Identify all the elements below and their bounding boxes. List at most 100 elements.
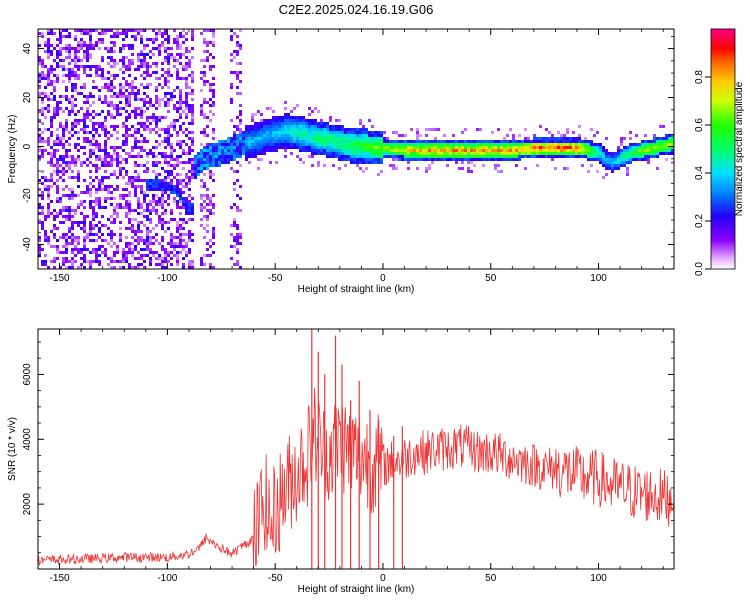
spectrogram-cell xyxy=(578,149,581,152)
spectrogram-cell xyxy=(518,134,521,137)
spectrogram-cell xyxy=(299,134,302,137)
spectrogram-cell xyxy=(44,74,47,77)
spectrogram-cell xyxy=(527,146,530,149)
spectrogram-cell xyxy=(665,158,668,161)
spectrogram-cell xyxy=(143,191,146,194)
spectrogram-cell xyxy=(239,233,242,236)
spectrogram-cell xyxy=(236,209,239,212)
spectrogram-cell xyxy=(167,71,170,74)
spectrogram-cell xyxy=(89,251,92,254)
spectrogram-cell xyxy=(83,53,86,56)
spectrogram-cell xyxy=(176,74,179,77)
spectrogram-cell xyxy=(434,146,437,149)
spectrogram-cell xyxy=(143,110,146,113)
spectrogram-cell xyxy=(272,134,275,137)
spectrogram-cell xyxy=(149,65,152,68)
spectrogram-cell xyxy=(203,41,206,44)
spectrogram-cell xyxy=(167,143,170,146)
spectrogram-cell xyxy=(179,194,182,197)
spectrogram-cell xyxy=(62,35,65,38)
spectrogram-cell xyxy=(107,176,110,179)
spectrogram-cell xyxy=(200,197,203,200)
spectrogram-cell xyxy=(62,173,65,176)
spectrogram-cell xyxy=(557,143,560,146)
spectrogram-cell xyxy=(56,185,59,188)
spectrogram-cell xyxy=(173,188,176,191)
spectrogram-cell xyxy=(83,140,86,143)
spectrogram-cell xyxy=(206,152,209,155)
spectrogram-cell xyxy=(68,242,71,245)
spectrogram-cell xyxy=(104,248,107,251)
spectrogram-cell xyxy=(80,38,83,41)
spectrogram-cell xyxy=(299,146,302,149)
spectrogram-cell xyxy=(233,236,236,239)
spectrogram-cell xyxy=(236,263,239,266)
spectrogram-cell xyxy=(200,179,203,182)
spectrogram-cell xyxy=(455,161,458,164)
spectrogram-cell xyxy=(212,146,215,149)
spectrogram-cell xyxy=(341,158,344,161)
spectrogram-cell xyxy=(371,152,374,155)
spectrogram-cell xyxy=(143,194,146,197)
spectrogram-cell xyxy=(68,74,71,77)
spectrogram-cell xyxy=(68,50,71,53)
spectrogram-cell xyxy=(77,77,80,80)
spectrogram-cell xyxy=(347,128,350,131)
spectrogram-cell xyxy=(218,146,221,149)
spectrogram-cell xyxy=(509,140,512,143)
spectrogram-cell xyxy=(41,35,44,38)
spectrogram-cell xyxy=(365,140,368,143)
spectrogram-cell xyxy=(236,170,239,173)
colorbar-label: Normalized spectral amplitude xyxy=(734,81,745,216)
spectrogram-cell xyxy=(134,140,137,143)
spectrogram-cell xyxy=(50,68,53,71)
spectrogram-cell xyxy=(554,155,557,158)
spectrogram-cell xyxy=(560,143,563,146)
spectrogram-cell xyxy=(179,44,182,47)
spectrogram-cell xyxy=(392,155,395,158)
spectrogram-cell xyxy=(380,146,383,149)
spectrogram-cell xyxy=(581,143,584,146)
spectrogram-cell xyxy=(164,32,167,35)
spectrogram-cell xyxy=(257,134,260,137)
spectrogram-cell xyxy=(38,212,41,215)
spectrogram-cell xyxy=(59,47,62,50)
spectrogram-cell xyxy=(86,74,89,77)
spectrogram-cell xyxy=(260,137,263,140)
spectrogram-cell xyxy=(296,125,299,128)
spectrogram-cell xyxy=(41,197,44,200)
spectrogram-cell xyxy=(293,137,296,140)
spectrogram-cell xyxy=(437,128,440,131)
spectrogram-cell xyxy=(125,203,128,206)
spectrogram-cell xyxy=(452,143,455,146)
spectrogram-cell xyxy=(488,155,491,158)
spectrogram-cell xyxy=(260,125,263,128)
spectrogram-cell xyxy=(83,221,86,224)
spectrogram-cell xyxy=(185,203,188,206)
spectrogram-cell xyxy=(494,158,497,161)
spectrogram-cell xyxy=(521,155,524,158)
spectrogram-cell xyxy=(128,176,131,179)
spectrogram-cell xyxy=(563,155,566,158)
spectrogram-cell xyxy=(116,215,119,218)
spectrogram-cell xyxy=(128,83,131,86)
spectrogram-cell xyxy=(257,131,260,134)
spectrogram-cell xyxy=(182,266,185,269)
spectrogram-cell xyxy=(401,140,404,143)
spectrogram-cell xyxy=(137,185,140,188)
spectrogram-cell xyxy=(122,140,125,143)
spectrogram-cell xyxy=(665,149,668,152)
spectrogram-cell xyxy=(116,35,119,38)
spectrogram-cell xyxy=(671,140,674,143)
spectrogram-cell xyxy=(116,164,119,167)
spectrogram-cell xyxy=(299,119,302,122)
spectrogram-cell xyxy=(98,245,101,248)
spectrogram-cell xyxy=(311,122,314,125)
spectrogram-cell xyxy=(236,134,239,137)
spectrogram-cell xyxy=(167,134,170,137)
spectrogram-cell xyxy=(176,224,179,227)
spectrogram-cell xyxy=(230,119,233,122)
spectrogram-cell xyxy=(56,167,59,170)
spectrogram-cell xyxy=(56,179,59,182)
